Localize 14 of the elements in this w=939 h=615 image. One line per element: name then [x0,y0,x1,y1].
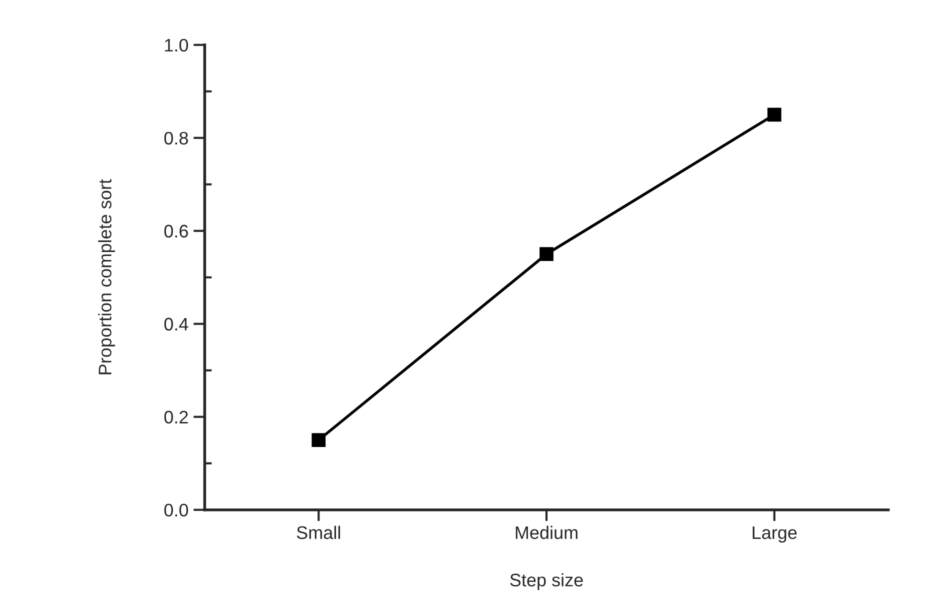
y-tick-label: 1.0 [165,38,188,52]
point [767,108,782,122]
x-axis-title: Step size [510,573,583,590]
y-tick-label: 0.6 [164,224,188,238]
y-tick-label: 0.8 [164,132,188,145]
y-axis-title: Proportion complete sort [98,179,116,374]
point [312,433,326,448]
point [540,247,554,262]
x-tick-label: Small [296,526,340,540]
y-tick-label: 0.0 [164,504,188,517]
y-tick-label: 0.2 [164,410,188,424]
x-tick-label: Medium [516,526,578,540]
x-tick-label: Large [752,526,797,543]
y-tick-label: 0.4 [164,318,188,331]
